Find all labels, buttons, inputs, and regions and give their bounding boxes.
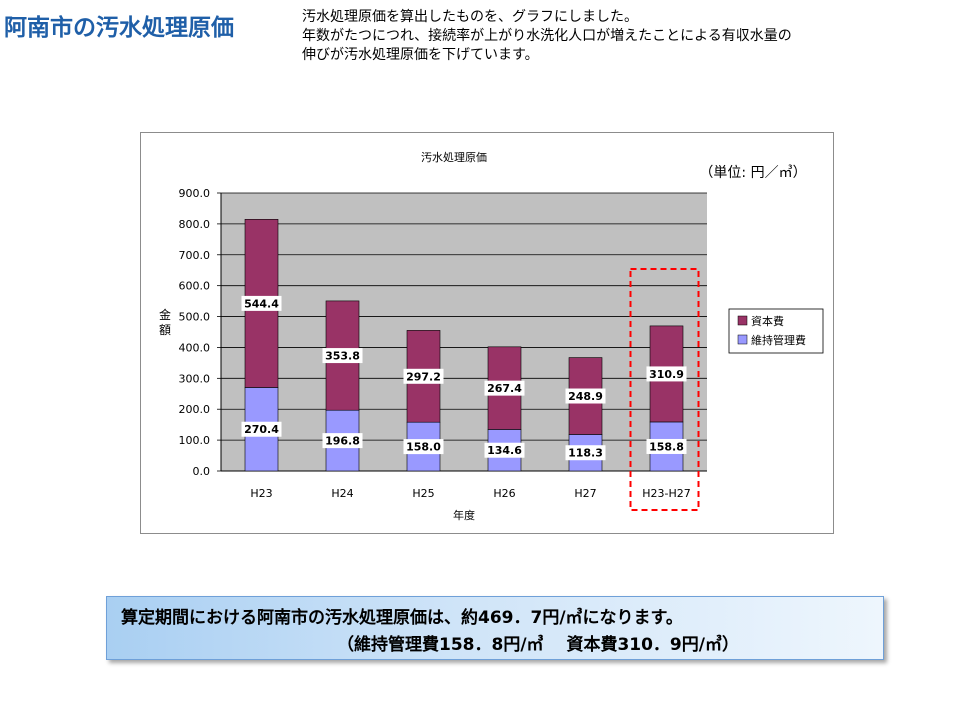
y-tick-label: 300.0: [179, 372, 211, 385]
x-tick-label: H26: [493, 487, 515, 500]
summary-box: 算定期間における阿南市の汚水処理原価は、約469．7円/㎥になります。 （維持管…: [106, 596, 884, 660]
y-tick-label: 900.0: [179, 187, 211, 200]
y-tick-label: 500.0: [179, 311, 211, 324]
x-axis-label: 年度: [453, 508, 475, 522]
y-axis-label: 金額: [159, 307, 171, 337]
legend-label: 維持管理費: [751, 333, 806, 347]
legend-label: 資本費: [751, 314, 784, 328]
data-label: 310.9: [649, 368, 684, 381]
y-tick-label: 400.0: [179, 341, 211, 354]
data-label-box: [484, 442, 525, 458]
chart-title: 汚水処理原価: [421, 151, 487, 164]
summary-line-breakdown: （維持管理費158．8円/㎥ 資本費310．9円/㎥）: [337, 635, 739, 655]
x-tick-label: H24: [331, 487, 353, 500]
data-label-box: [565, 445, 606, 461]
data-label-box: [565, 388, 606, 404]
data-label-box: [646, 366, 687, 382]
intro-line: 伸びが汚水処理原価を下げています。: [302, 47, 539, 63]
data-label: 297.2: [406, 370, 441, 383]
x-tick-label: H27: [574, 487, 596, 500]
intro-line: 汚水処理原価を算出したものを、グラフにしました。: [302, 9, 638, 25]
legend-swatch: [737, 334, 748, 345]
data-label: 267.4: [487, 382, 522, 395]
data-label-box: [646, 438, 687, 454]
summary-line-total: 算定期間における阿南市の汚水処理原価は、約469．7円/㎥になります。: [121, 608, 683, 628]
chart-frame: 汚水処理原価 （単位: 円／㎥） 0.0 100.0 200.0 300.0 400.0 50…: [140, 132, 834, 534]
data-label-box: [241, 421, 282, 437]
data-label: 248.9: [568, 390, 603, 403]
y-tick-label: 0.0: [193, 465, 211, 478]
intro-line: 年数がたつにつれ、接続率が上がり水洗化人口が増えたことによる有収水量の: [302, 28, 792, 44]
y-tick-label: 700.0: [179, 249, 211, 262]
intro-text: 汚水処理原価を算出したものを、グラフにしました。 年数がたつにつれ、接続率が上が…: [302, 8, 952, 65]
legend-swatch: [737, 315, 748, 326]
data-label: 134.6: [487, 444, 522, 457]
unit-label: （単位: 円／㎥）: [699, 165, 806, 181]
data-label: 158.0: [406, 441, 441, 454]
data-label-box: [403, 368, 444, 384]
y-tick-label: 600.0: [179, 280, 211, 293]
data-label-box: [403, 439, 444, 455]
data-label-box: [322, 433, 363, 449]
stacked-bar-chart: 汚水処理原価 （単位: 円／㎥） 0.0 100.0 200.0 300.0 400.0 50…: [159, 151, 824, 522]
x-tick-label: H23: [250, 487, 272, 500]
data-label-box: [484, 380, 525, 396]
data-label: 118.3: [568, 447, 603, 460]
y-tick-label: 100.0: [179, 434, 211, 447]
y-tick-label: 200.0: [179, 403, 211, 416]
y-tick-label: 800.0: [179, 218, 211, 231]
data-label: 353.8: [325, 350, 360, 363]
highlight-box: [629, 268, 700, 511]
data-label: 270.4: [244, 423, 279, 436]
x-tick-label: H25: [412, 487, 434, 500]
page-title: 阿南市の汚水処理原価: [4, 15, 234, 41]
data-label-box: [322, 348, 363, 364]
data-label-box: [241, 295, 282, 311]
x-tick-label: H23-H27: [642, 487, 691, 500]
data-label: 544.4: [244, 297, 279, 310]
data-label: 196.8: [325, 435, 360, 448]
plot-area: [221, 193, 707, 471]
data-label: 158.8: [649, 440, 684, 453]
